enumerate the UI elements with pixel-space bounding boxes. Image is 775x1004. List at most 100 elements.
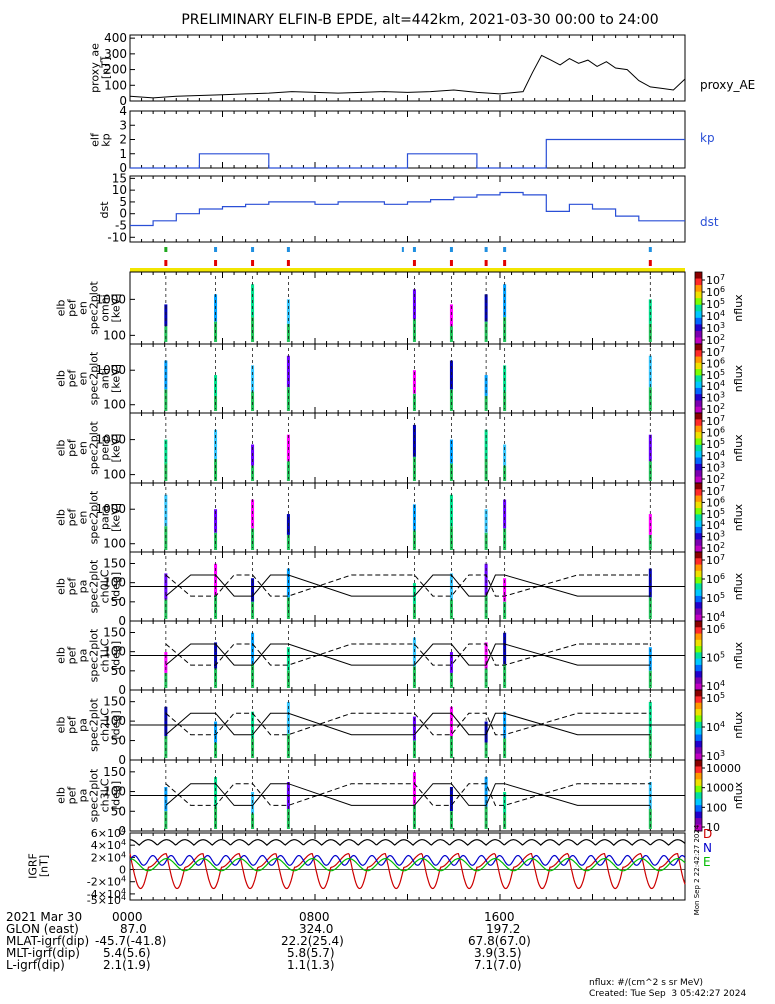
orbit-marker-top (214, 247, 218, 252)
dst-y-title-text: dst (98, 201, 111, 219)
spectrogram-y-title-text: elbpefpaspec2plotch3LC[deg] (55, 768, 123, 822)
colorbar-segment (695, 394, 702, 401)
igrf-y-title: IGRF[nT] (27, 853, 51, 879)
colorbar-label: 10 (706, 821, 720, 834)
colorbar-segment (695, 652, 702, 660)
colorbar-frame (694, 759, 703, 832)
spectrogram-spike (214, 777, 218, 807)
colorbar-label: 105 (706, 651, 725, 665)
spectrogram-spike (449, 599, 453, 619)
spectrogram-y-title: elbpefpaspec2plotch2LC[deg] (55, 698, 123, 752)
spectrogram-y-title-text: elbpefenspec2plotanti[keV] (55, 351, 123, 405)
igrf-legend-N: N (703, 841, 712, 855)
orbit-marker-red (412, 260, 416, 266)
pa-anti-loss-cone-line (165, 783, 651, 806)
colorbar-segment (695, 589, 702, 597)
colorbar-label: 107 (706, 484, 725, 498)
colorbar-segment (695, 438, 702, 446)
colorbar-title: nflux (732, 364, 745, 392)
spectrogram-spike (251, 578, 255, 602)
colorbar-segment (695, 356, 702, 364)
spectrogram-spike (251, 391, 255, 411)
spectrogram-y-label: 1000 (95, 502, 126, 516)
igrf-legend-E: E (703, 855, 711, 869)
spectrogram-spike (449, 526, 453, 550)
spectrogram-spike (286, 647, 290, 671)
spectrogram-spike (484, 459, 488, 481)
colorbar-segment (695, 728, 702, 736)
igrf-y-label: -5×104 (87, 893, 126, 907)
colorbar-segment (695, 558, 702, 566)
colorbar-segment (695, 317, 702, 325)
colorbar-segment (695, 702, 702, 710)
spectrogram-spike (412, 289, 416, 320)
pa-anti-loss-cone-line (165, 574, 651, 597)
spectrogram-y-title-text: elbpefenspec2plotperp[keV] (55, 421, 123, 475)
side-stamp-text: Mon Sep 2 22:42:27 2024 (693, 824, 701, 915)
ae-y-title-text: proxy_ae[nT] (89, 43, 113, 93)
kp-y-label: 0 (119, 161, 127, 175)
time-1600: 1600 (484, 910, 515, 924)
colorbar-segment (695, 690, 702, 697)
spectrogram-spike (412, 716, 416, 741)
colorbar-label: 107 (706, 414, 725, 428)
mlat-1600: 67.8(67.0) (468, 934, 531, 948)
spectrogram-y-title: elbpefpaspec2plotch0LC[deg] (55, 559, 123, 613)
spectrogram-spike (412, 804, 416, 829)
colorbar-label: 106 (706, 356, 725, 370)
colorbar-segment (695, 291, 702, 299)
spectrogram-frame (129, 343, 686, 414)
igrf-series-N (129, 854, 686, 866)
spectrogram-spike (214, 668, 218, 688)
spectrogram-y-label: 150 (103, 557, 126, 571)
colorbar-title-text: nflux (732, 434, 745, 462)
spectrogram-y-label: 100 (103, 328, 126, 342)
spectrogram-spike (648, 647, 652, 671)
spectrogram-spike (648, 387, 652, 411)
colorbar-segment (695, 664, 702, 672)
colorbar-segment (695, 324, 702, 332)
kp-y-title: elfkp (89, 132, 113, 147)
colorbar-segment (695, 425, 702, 433)
dst-y-label: 10 (112, 183, 127, 197)
colorbar-segment (695, 683, 702, 691)
colorbar-label: 103 (706, 391, 725, 405)
spectrogram-y-label: 50 (111, 804, 126, 818)
spectrogram-spike (449, 736, 453, 758)
colorbar-segment (695, 501, 702, 509)
spectrogram-spike (484, 668, 488, 688)
l-0800: 1.1(1.3) (287, 958, 335, 972)
spectrogram-spike (251, 813, 255, 829)
spectrogram-spike (164, 786, 168, 812)
dst-y-label: 0 (119, 207, 127, 221)
colorbar-title: nflux (732, 503, 745, 531)
spectrogram-spike (449, 326, 453, 342)
mlt-row-label: MLT-igrf(dip) (6, 946, 80, 960)
spectrogram-y-label: 150 (103, 626, 126, 640)
spectrogram-frame (129, 412, 686, 484)
colorbar-label: 106 (706, 572, 725, 586)
colorbar-segment (695, 740, 702, 748)
spectrogram-spike (164, 736, 168, 758)
colorbar-segment (695, 400, 702, 408)
pa-anti-loss-cone-line (165, 712, 651, 736)
colorbar-label: 106 (706, 495, 725, 509)
colorbar-segment (695, 772, 702, 780)
orbit-marker-red (164, 260, 168, 266)
spectrogram-spike (214, 563, 218, 596)
spectrogram-y-label: 0 (118, 683, 126, 697)
spectrogram-y-label: 150 (103, 765, 126, 779)
spectrogram-spike (648, 733, 652, 758)
colorbar-segment (695, 451, 702, 459)
ae-y-label: 0 (119, 94, 127, 108)
colorbar-label: 107 (706, 345, 725, 359)
spectrogram-y-title: elbpefenspec2plotperp[keV] (55, 421, 123, 475)
l-row-label: L-igrf(dip) (6, 958, 65, 972)
colorbar-segment (695, 792, 702, 800)
spectrogram-spike (214, 595, 218, 619)
pa-loss-cone-line (165, 712, 651, 736)
igrf-y-label: 6×104 (91, 826, 126, 840)
colorbar-segment (695, 785, 702, 793)
colorbar-segment (695, 798, 702, 806)
spectrogram-spike (449, 439, 453, 464)
